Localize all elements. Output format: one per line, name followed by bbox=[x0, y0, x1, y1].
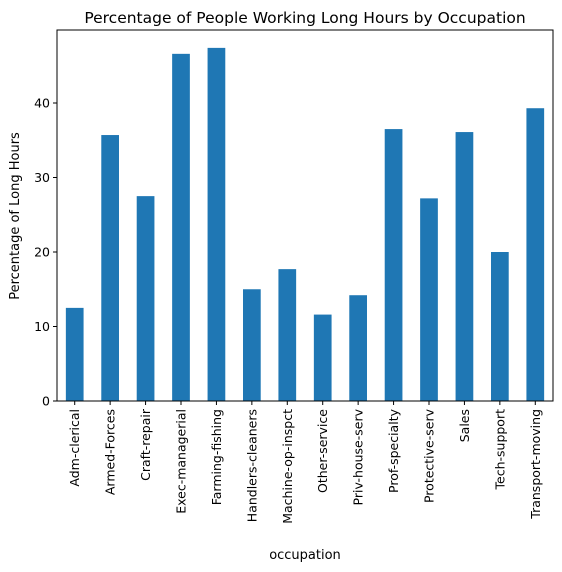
bar-protective-serv bbox=[420, 198, 438, 401]
y-tick-label: 40 bbox=[34, 96, 50, 111]
y-axis-label: Percentage of Long Hours bbox=[8, 132, 23, 300]
bar-tech-support bbox=[491, 252, 509, 401]
x-axis-label: occupation bbox=[269, 548, 341, 563]
x-tick-label: Machine-op-inspct bbox=[280, 409, 295, 524]
bar-priv-house-serv bbox=[349, 295, 367, 401]
x-tick-label: Transport-moving bbox=[528, 409, 543, 520]
x-tick-label: Exec-managerial bbox=[174, 409, 189, 514]
x-tick-label: Protective-serv bbox=[422, 408, 437, 503]
y-tick-label: 30 bbox=[34, 170, 50, 185]
bar-transport-moving bbox=[526, 108, 545, 401]
bar-craft-repair bbox=[136, 196, 155, 401]
bar-sales bbox=[455, 132, 474, 401]
x-tick-label: Adm-clerical bbox=[67, 409, 82, 487]
x-tick-label: Other-service bbox=[315, 409, 330, 493]
chart-title: Percentage of People Working Long Hours … bbox=[84, 9, 525, 27]
bar-adm-clerical bbox=[65, 307, 84, 401]
bar-farming-fishing bbox=[207, 47, 226, 401]
bar-other-service bbox=[313, 314, 332, 401]
y-tick-label: 0 bbox=[42, 394, 50, 409]
y-tick-label: 10 bbox=[34, 319, 50, 334]
bars-group bbox=[65, 47, 545, 402]
bar-machine-op-inspct bbox=[278, 269, 297, 401]
y-axis-ticks: 0 10 20 30 40 bbox=[34, 96, 57, 409]
plot-area-frame bbox=[56, 29, 554, 402]
x-tick-label: Tech-support bbox=[492, 409, 507, 491]
x-tick-label: Craft-repair bbox=[138, 408, 153, 481]
bar-armed-forces bbox=[101, 135, 119, 401]
bar-prof-specialty bbox=[384, 129, 403, 401]
y-tick-label: 20 bbox=[34, 245, 50, 260]
x-tick-label: Priv-house-serv bbox=[351, 408, 366, 505]
x-tick-label: Sales bbox=[457, 409, 472, 442]
x-tick-label: Handlers-cleaners bbox=[244, 409, 259, 522]
x-tick-label: Armed-Forces bbox=[103, 409, 118, 495]
x-axis-ticks: Adm-clerical Armed-Forces Craft-repair Exec… bbox=[67, 401, 543, 524]
bar-exec-managerial bbox=[172, 53, 190, 402]
bar-handlers-cleaners bbox=[243, 289, 261, 401]
x-tick-label: Farming-fishing bbox=[209, 409, 224, 505]
x-tick-label: Prof-specialty bbox=[386, 408, 401, 493]
